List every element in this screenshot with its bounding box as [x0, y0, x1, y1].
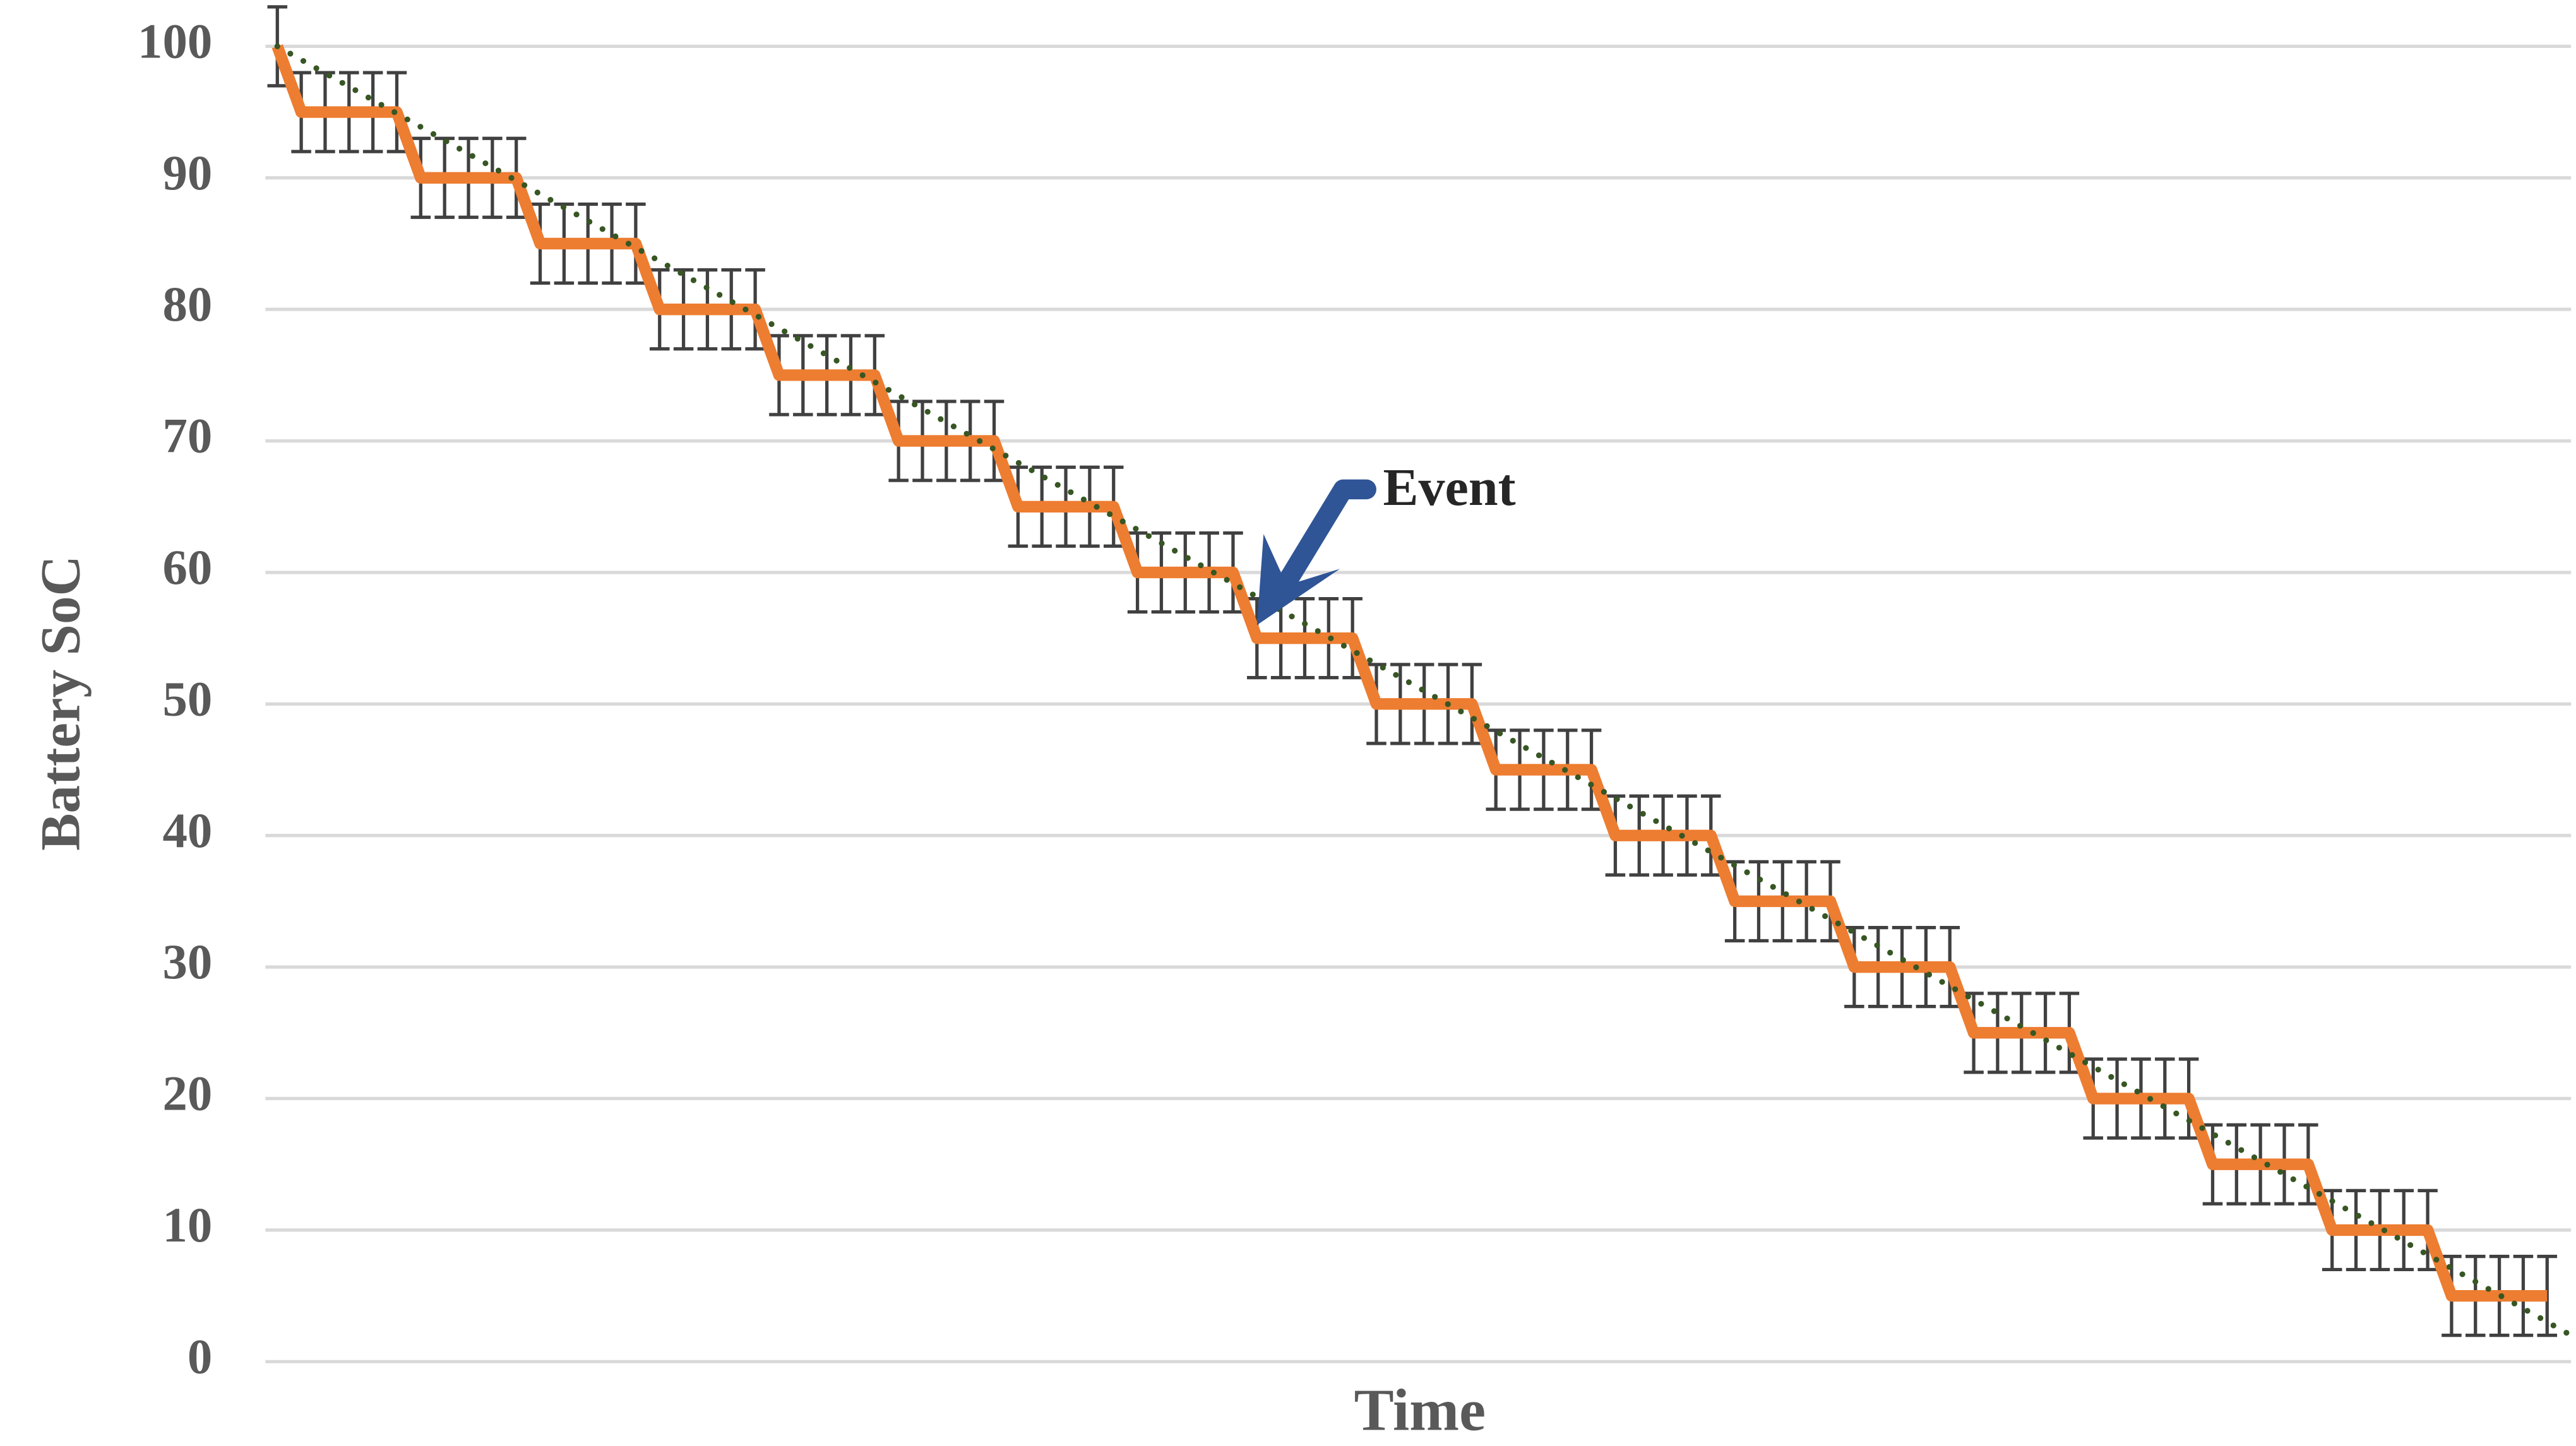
error-bar [2537, 1254, 2558, 1337]
x-axis-title: Time [1354, 1378, 1486, 1443]
y-tick-label: 20 [162, 1067, 212, 1122]
y-tick-label: 70 [162, 409, 212, 464]
y-tick-label: 0 [188, 1329, 212, 1384]
y-tick-label: 80 [162, 277, 212, 332]
trendline [274, 43, 2574, 1339]
y-tick-label: 60 [162, 540, 212, 595]
annotation-arrowhead [1256, 534, 1340, 625]
annotation-text: Event [1383, 458, 1515, 517]
y-tick-label: 40 [162, 803, 212, 858]
y-tick-label: 30 [162, 935, 212, 990]
y-axis-title: Battery SoC [29, 555, 92, 851]
y-tick-label: 10 [162, 1198, 212, 1253]
y-tick-label: 100 [138, 15, 212, 69]
annotation-arrow [1267, 479, 1376, 609]
y-tick-label: 50 [162, 672, 212, 726]
y-tick-label: 90 [162, 146, 212, 201]
data-line [271, 44, 2548, 1302]
